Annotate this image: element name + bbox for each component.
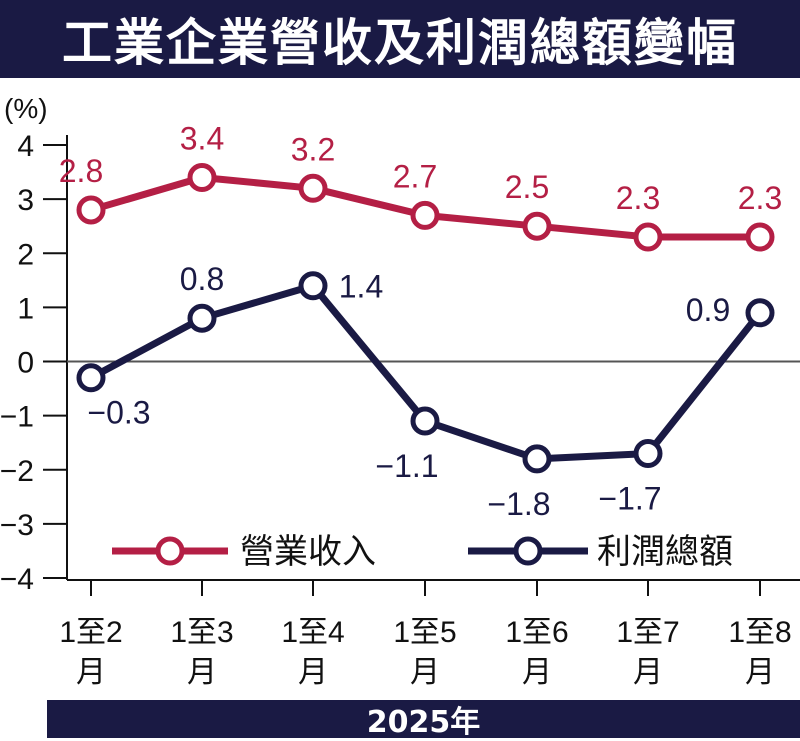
- revenue-point: [633, 222, 663, 252]
- x-tick-label: 1至3: [170, 616, 233, 649]
- revenue-data-label: 2.8: [59, 153, 103, 189]
- x-tick-label: 1至4: [281, 616, 344, 649]
- y-tick-label: 3: [17, 184, 34, 217]
- x-tick-label: 1至7: [616, 616, 679, 649]
- y-tick-label: −3: [0, 509, 34, 542]
- chart-title: 工業企業營收及利潤總額變幅: [0, 0, 800, 78]
- profit-data-label: −1.1: [375, 448, 438, 484]
- y-tick-label: 2: [17, 238, 34, 271]
- x-tick-label: 1至8: [728, 616, 791, 649]
- revenue-point: [187, 162, 217, 192]
- revenue-data-label: 2.3: [738, 180, 782, 216]
- x-tick-label-suffix: 月: [187, 656, 217, 689]
- y-tick-label: −4: [0, 563, 34, 596]
- revenue-data-label: 2.3: [616, 180, 660, 216]
- revenue-point: [410, 200, 440, 230]
- x-tick-label-suffix: 月: [633, 656, 663, 689]
- x-tick-label-suffix: 月: [745, 656, 775, 689]
- revenue-point: [745, 222, 775, 252]
- profit-data-label: 0.8: [180, 261, 224, 297]
- profit-point: [187, 303, 217, 333]
- x-axis-label: 2025年: [47, 700, 800, 740]
- x-tick-label: 1至2: [59, 616, 122, 649]
- y-tick-label: −1: [0, 401, 34, 434]
- y-tick-label: −2: [0, 455, 34, 488]
- legend-label: 營業收入: [240, 533, 376, 571]
- revenue-data-label: 2.5: [505, 169, 549, 205]
- x-tick-label-suffix: 月: [522, 656, 552, 689]
- y-tick-label: 0: [17, 347, 34, 380]
- x-tick-label: 1至6: [505, 616, 568, 649]
- x-tick-label: 1至5: [393, 616, 456, 649]
- profit-point: [76, 363, 106, 393]
- revenue-data-label: 3.2: [291, 131, 335, 167]
- profit-point: [298, 271, 328, 301]
- profit-data-label: −1.7: [598, 481, 661, 517]
- x-tick-label-suffix: 月: [76, 656, 106, 689]
- legend-label: 利潤總額: [597, 533, 733, 571]
- profit-point: [745, 298, 775, 328]
- profit-data-label: −1.8: [487, 486, 550, 522]
- profit-data-label: 1.4: [339, 269, 383, 305]
- revenue-point: [298, 173, 328, 203]
- x-tick-label-suffix: 月: [298, 656, 328, 689]
- revenue-data-label: 3.4: [180, 120, 224, 156]
- x-tick-label-suffix: 月: [410, 656, 440, 689]
- legend-swatch-marker: [513, 536, 543, 566]
- profit-data-label: −0.3: [87, 395, 150, 431]
- profit-point: [410, 406, 440, 436]
- profit-point: [522, 444, 552, 474]
- y-axis-unit: (%): [4, 93, 48, 124]
- revenue-point: [522, 211, 552, 241]
- profit-point: [633, 439, 663, 469]
- revenue-point: [76, 195, 106, 225]
- legend-swatch-marker: [155, 536, 185, 566]
- profit-data-label: 0.9: [686, 292, 730, 328]
- revenue-data-label: 2.7: [393, 158, 437, 194]
- y-tick-label: 1: [17, 292, 34, 325]
- y-tick-label: 4: [17, 130, 34, 163]
